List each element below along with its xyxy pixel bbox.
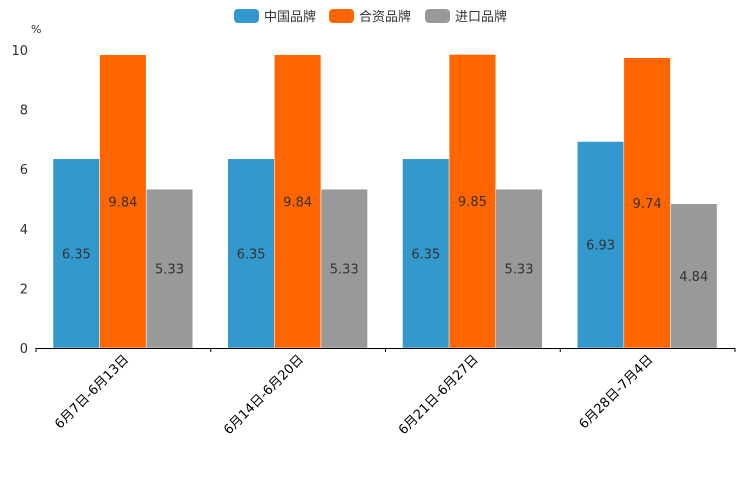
x-tick-label: 6月28日-7月4日 <box>577 352 657 432</box>
y-tick-label: 10 <box>11 44 28 59</box>
bar-value-label: 6.93 <box>586 239 615 254</box>
legend-label-1: 合资品牌 <box>359 9 411 25</box>
bar-0-0 <box>52 158 100 349</box>
legend-swatch-0 <box>234 9 259 23</box>
bar-1-1 <box>274 54 322 349</box>
bar-1-3 <box>623 57 671 349</box>
y-tick-label: 0 <box>20 342 28 357</box>
x-tick-label: 6月21日-6月27日 <box>396 352 482 438</box>
bar-value-label: 5.33 <box>505 263 534 278</box>
legend-label-2: 进口品牌 <box>455 9 507 25</box>
bar-value-label: 9.85 <box>458 195 487 210</box>
legend-label-0: 中国品牌 <box>264 9 316 25</box>
bar-2-0 <box>145 188 194 349</box>
bar-value-label: 6.35 <box>62 247 91 262</box>
y-tick-label: 2 <box>20 282 28 297</box>
bar-1-0 <box>99 54 147 349</box>
bar-value-label: 4.84 <box>679 270 708 285</box>
bar-value-label: 5.33 <box>330 263 359 278</box>
bar-2-3 <box>670 203 718 349</box>
x-tick-label: 6月14日-6月20日 <box>221 352 307 438</box>
bar-value-label: 6.35 <box>411 247 440 262</box>
bar-value-label: 9.84 <box>108 195 137 210</box>
y-tick-label: 6 <box>20 163 28 178</box>
x-tick-label: 6月7日-6月13日 <box>52 352 132 432</box>
bar-value-label: 5.33 <box>155 263 184 278</box>
bar-1-2 <box>448 54 496 349</box>
legend-swatch-2 <box>425 9 450 23</box>
y-axis-unit: % <box>31 23 41 36</box>
bar-value-label: 9.84 <box>283 195 312 210</box>
legend-swatch-1 <box>329 9 354 23</box>
bar-0-3 <box>577 141 625 349</box>
bar-0-2 <box>402 158 450 349</box>
y-tick-label: 4 <box>20 223 28 238</box>
bar-value-label: 6.35 <box>237 247 266 262</box>
y-tick-label: 8 <box>20 104 28 119</box>
bar-0-1 <box>227 158 275 349</box>
bar-2-1 <box>320 188 368 349</box>
bar-value-label: 9.74 <box>633 197 662 212</box>
